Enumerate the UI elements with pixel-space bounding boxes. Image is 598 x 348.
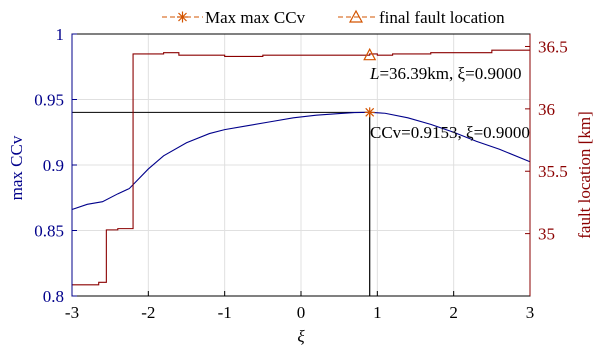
x-tick-label: -3 — [65, 303, 79, 322]
y-right-tick-label: 35 — [538, 225, 555, 244]
legend: Max max CCv final fault location — [162, 8, 505, 27]
y-axis-left-label: max CCv — [7, 135, 26, 200]
y-left-tick-label: 0.8 — [43, 287, 64, 306]
legend-label-final: final fault location — [379, 8, 505, 27]
x-axis-label: ξ — [297, 327, 305, 346]
y-left-tick-label: 0.85 — [34, 222, 64, 241]
x-tick-label: 2 — [449, 303, 458, 322]
marker-layer — [363, 47, 377, 118]
legend-triangle-icon — [348, 9, 364, 23]
annotation-max-ccv: CCv=0.9153, ξ=0.9000 — [370, 123, 530, 142]
legend-asterisk-icon — [177, 11, 188, 23]
series-line-max-ccv — [71, 111, 531, 211]
series-layer — [71, 49, 531, 286]
max-marker-asterisk — [364, 107, 375, 118]
x-tick-label: -1 — [218, 303, 232, 322]
series-line-fault-location — [72, 49, 530, 286]
reference-lines — [72, 111, 371, 296]
x-tick-label: -2 — [141, 303, 155, 322]
y-right-tick-label: 36 — [538, 100, 555, 119]
y-axis-right-label: fault location [km] — [575, 111, 594, 238]
x-tick-label: 1 — [373, 303, 382, 322]
y-right-tick-label: 36.5 — [538, 37, 568, 56]
y-left-tick-label: 1 — [56, 25, 65, 44]
x-tick-label: 0 — [297, 303, 306, 322]
y-left-tick-label: 0.9 — [43, 156, 64, 175]
legend-label-max: Max max CCv — [205, 8, 306, 27]
y-right-tick-label: 35.5 — [538, 162, 568, 181]
tick-layer: -3 -2 -1 0 1 2 3 0.8 0.85 0.9 0.95 1 35 35.5 36 36.5 — [34, 25, 568, 322]
y-left-tick-label: 0.95 — [34, 91, 64, 110]
final-marker-triangle — [363, 47, 377, 61]
x-tick-label: 3 — [526, 303, 535, 322]
annotation-final-location: L=36.39km, ξ=0.9000 — [369, 64, 521, 83]
